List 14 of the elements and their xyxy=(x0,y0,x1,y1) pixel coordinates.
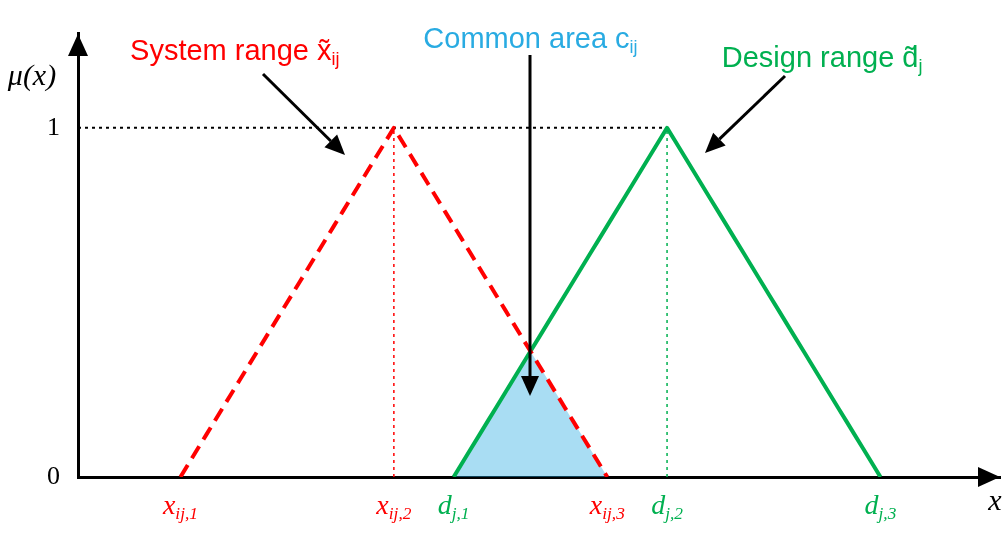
x-tick-label: d$_{j,1}$ xyxy=(437,489,470,524)
line-series xyxy=(178,125,610,477)
y-tick-label: 0 xyxy=(47,460,60,490)
x-tick-label: d$_{j,3}$ xyxy=(864,489,897,524)
x-tick-label: x$_{ij,2}$ xyxy=(376,489,412,524)
x-tick-label: x$_{ij,1}$ xyxy=(162,489,198,524)
x-axis-title: x xyxy=(988,483,1002,516)
x-tick-label: d$_{j,2}$ xyxy=(651,489,683,524)
text: Design range d̃$_{j}$ xyxy=(721,40,923,76)
x-tick-label: x$_{ij,3}$ xyxy=(589,489,625,524)
text: Common area c$_{ij}$ xyxy=(423,21,638,58)
y-tick-label: 1 xyxy=(47,111,60,141)
y-axis-title: μ(x) xyxy=(7,57,57,91)
text: System range x̃$_{ij}$ xyxy=(130,33,340,69)
